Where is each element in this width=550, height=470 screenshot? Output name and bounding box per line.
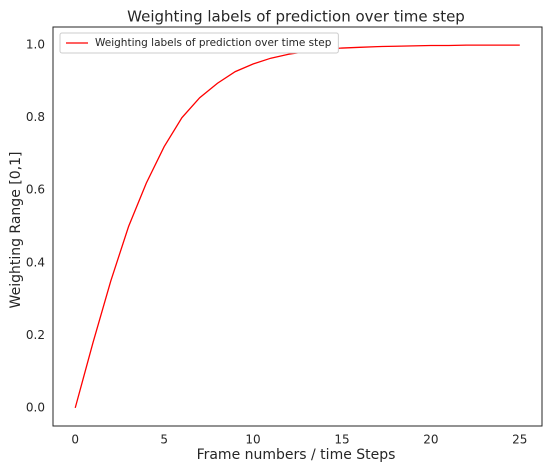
chart-title: Weighting labels of prediction over time…	[127, 8, 465, 26]
x-tick-label: 25	[512, 433, 527, 447]
x-axis-label: Frame numbers / time Steps	[197, 447, 396, 463]
legend: Weighting labels of prediction over time…	[59, 32, 339, 54]
legend-box	[59, 32, 339, 54]
x-tick-label: 5	[160, 433, 168, 447]
y-tick-label: 0.4	[26, 255, 45, 269]
y-tick-label: 0.8	[26, 110, 45, 124]
x-tick-label: 15	[334, 433, 349, 447]
y-tick-label: 0.2	[26, 328, 45, 342]
y-tick-label: 0.0	[26, 400, 45, 414]
line	[74, 44, 520, 409]
x-tick-label: 10	[245, 433, 260, 447]
y-tick-label: 0.6	[26, 183, 45, 197]
y-tick-label: 1.0	[26, 38, 45, 52]
x-tick-label: 0	[71, 433, 79, 447]
x-tick-label: 20	[423, 433, 438, 447]
plot-frame	[52, 26, 543, 427]
y-axis-label: Weighting Range [0,1]	[8, 152, 24, 309]
legend-label: Weighting labels of prediction over time…	[95, 37, 332, 49]
